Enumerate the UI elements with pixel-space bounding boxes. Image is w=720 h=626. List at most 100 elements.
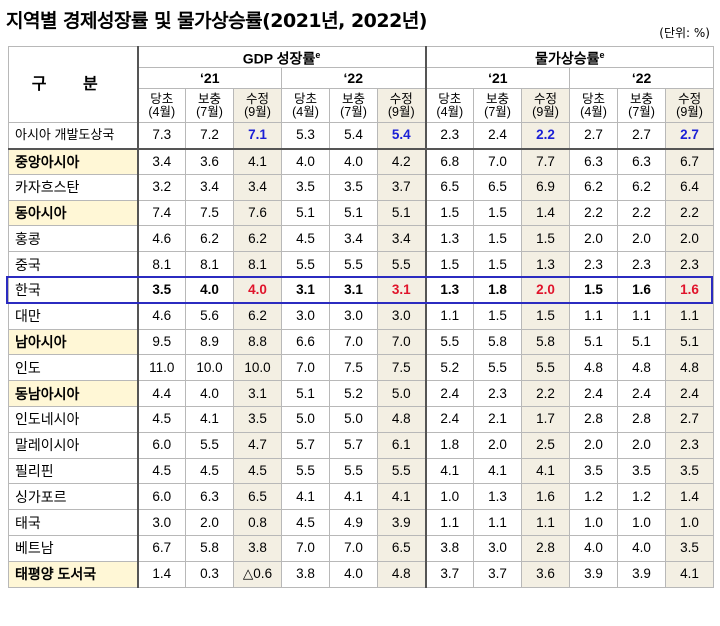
row-label: 말레이시아 [8, 431, 138, 459]
cell-value: 8.1 [185, 251, 234, 278]
cell-value: 6.2 [233, 225, 282, 253]
cell-value: 2.4 [424, 380, 475, 407]
cell-value: 1.5 [473, 225, 523, 253]
cell-value: 1.8 [473, 276, 523, 304]
cell-value: 1.1 [424, 302, 475, 330]
header-year: ‘22 [569, 67, 715, 89]
cell-value: 3.5 [665, 534, 715, 562]
cell-value: 3.9 [376, 509, 427, 536]
cell-value: 1.3 [473, 483, 523, 511]
cell-value: 2.8 [617, 405, 667, 433]
cell-value: 6.2 [569, 173, 619, 201]
table-row: 동남아시아 4.4 4.0 3.1 5.1 5.2 5.0 2.4 2.3 2.2 2.4 2.4 2.… [8, 380, 715, 407]
cell-value: 1.1 [665, 302, 715, 330]
cell-value: 2.2 [521, 122, 571, 149]
header-cpi: 물가상승률e [424, 46, 715, 68]
cell-value: 3.5 [233, 405, 282, 433]
cell-value: 1.3 [521, 251, 571, 278]
cell-value: 4.5 [136, 405, 186, 433]
cell-value: 4.0 [329, 147, 378, 175]
cell-value: 1.1 [473, 509, 523, 536]
cell-value: 2.4 [569, 380, 619, 407]
header-period: 당초 (4월) [569, 88, 619, 123]
cell-value: 1.8 [424, 431, 475, 459]
cell-value: 2.3 [617, 251, 667, 278]
cell-value: 2.7 [617, 122, 667, 149]
cell-value: 3.6 [521, 560, 571, 588]
cell-value: 3.2 [136, 173, 186, 201]
table-row: 대만 4.6 5.6 6.2 3.0 3.0 3.0 1.1 1.5 1.5 1.1 1.1 1.1 [8, 302, 715, 330]
cell-value: 2.4 [617, 380, 667, 407]
cell-value: 0.3 [185, 560, 234, 588]
cell-value: 1.4 [665, 483, 715, 511]
cell-value: 4.0 [185, 276, 234, 304]
cell-value: 7.0 [281, 354, 330, 382]
cell-value: 7.1 [233, 122, 282, 149]
cell-value: 6.3 [569, 147, 619, 175]
cell-value: 6.5 [233, 483, 282, 511]
cell-value: 5.8 [521, 328, 571, 356]
cell-value: 2.3 [665, 251, 715, 278]
cell-value: 1.5 [424, 251, 475, 278]
cell-value: 4.0 [185, 380, 234, 407]
cell-value: 7.0 [473, 147, 523, 175]
cell-value: 4.0 [617, 534, 667, 562]
cell-value: 3.8 [233, 534, 282, 562]
cell-value: 1.5 [473, 251, 523, 278]
cell-value: 3.1 [376, 276, 427, 304]
cell-value: 4.1 [665, 560, 715, 588]
cell-value: 4.8 [569, 354, 619, 382]
row-label: 동아시아 [8, 199, 138, 227]
cell-value: 4.5 [136, 457, 186, 485]
cell-value: 1.0 [665, 509, 715, 536]
cell-value: 4.9 [329, 509, 378, 536]
cell-value: 6.0 [136, 431, 186, 459]
cell-value: 1.5 [521, 225, 571, 253]
cell-value: 2.7 [665, 405, 715, 433]
header-gubun: 구 분 [8, 46, 138, 123]
cell-value: 1.6 [665, 276, 715, 304]
cell-value: 6.5 [424, 173, 475, 201]
cell-value: 11.0 [136, 354, 186, 382]
cell-value: 3.7 [376, 173, 427, 201]
cell-value: 10.0 [233, 354, 282, 382]
cell-value: 6.5 [473, 173, 523, 201]
cell-value: 7.0 [329, 328, 378, 356]
cell-value: 6.6 [281, 328, 330, 356]
row-label: 인도네시아 [8, 405, 138, 433]
table-row: 중국 8.1 8.1 8.1 5.5 5.5 5.5 1.5 1.5 1.3 2.3 2.3 2.3 [8, 251, 715, 278]
cell-value: 5.8 [185, 534, 234, 562]
cell-value: 3.4 [233, 173, 282, 201]
cell-value: 4.5 [281, 509, 330, 536]
cell-value: 4.0 [329, 560, 378, 588]
cell-value: 5.1 [569, 328, 619, 356]
cell-value: 2.3 [569, 251, 619, 278]
cell-value: 7.5 [329, 354, 378, 382]
cell-value: 5.5 [424, 328, 475, 356]
cell-value: 2.0 [185, 509, 234, 536]
cell-value: 6.2 [185, 225, 234, 253]
cell-value: 2.3 [473, 380, 523, 407]
table-row: 한국 3.5 4.0 4.0 3.1 3.1 3.1 1.3 1.8 2.0 1.5 1.6 1.6 [8, 276, 715, 304]
cell-value: 5.6 [185, 302, 234, 330]
cell-value: 8.9 [185, 328, 234, 356]
cell-value: 1.3 [424, 276, 475, 304]
cell-value: 1.4 [521, 199, 571, 227]
cell-value: 1.5 [424, 199, 475, 227]
page-title: 지역별 경제성장률 및 물가상승률(2021년, 2022년) [6, 10, 428, 32]
cell-value: 3.5 [329, 173, 378, 201]
cell-value: 2.0 [617, 225, 667, 253]
cell-value: 3.5 [569, 457, 619, 485]
cell-value: 3.9 [569, 560, 619, 588]
table-row: 말레이시아 6.0 5.5 4.7 5.7 5.7 6.1 1.8 2.0 2.5 2.0 2.0 2.… [8, 431, 715, 459]
table-row: 남아시아 9.5 8.9 8.8 6.6 7.0 7.0 5.5 5.8 5.8 5.1 5.1 5.1 [8, 328, 715, 356]
cell-value: 5.7 [329, 431, 378, 459]
header-period: 당초 (4월) [424, 88, 475, 123]
cell-value: 2.4 [424, 405, 475, 433]
cell-value: 3.1 [233, 380, 282, 407]
table-row: 인도 11.0 10.0 10.0 7.0 7.5 7.5 5.2 5.5 5.5 4.8 4.8 4.… [8, 354, 715, 382]
row-label: 중국 [8, 251, 138, 278]
cell-value: 2.8 [521, 534, 571, 562]
cell-value: 4.0 [233, 276, 282, 304]
cell-value: 3.8 [281, 560, 330, 588]
